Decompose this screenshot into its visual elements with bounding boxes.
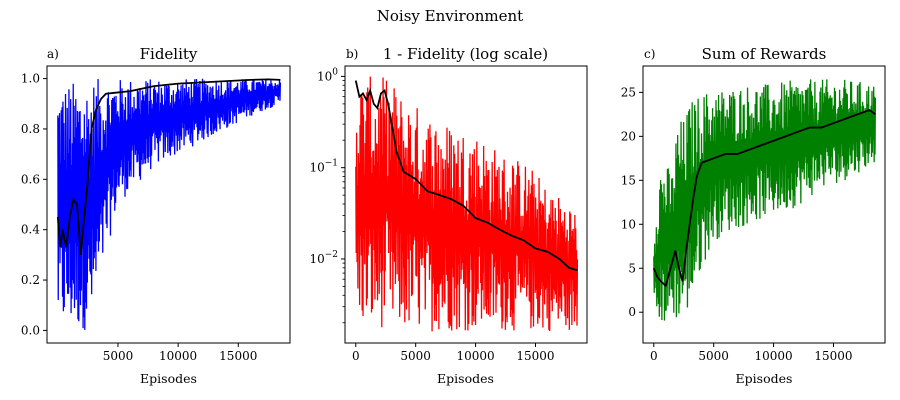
panel-title: Sum of Rewards — [702, 45, 827, 63]
panel-infidelity-log: b) 1 - Fidelity (log scale) Episodes 0 50… — [309, 45, 588, 386]
x-tick-label: 0 — [650, 349, 658, 363]
y-tick-label: 25 — [621, 85, 636, 99]
y-tick-label: 10−1 — [309, 159, 338, 175]
series-raw — [57, 78, 282, 330]
y-tick-label: 0.4 — [21, 223, 40, 237]
x-tick-label: 5000 — [698, 349, 729, 363]
series-raw — [355, 76, 579, 332]
y-tick-label: 0 — [628, 305, 636, 319]
y-tick-label: 10 — [621, 217, 636, 231]
axes-frame — [344, 65, 588, 344]
x-tick-label: 15000 — [814, 349, 852, 363]
y-tick-label: 100 — [317, 67, 338, 83]
panel-letter: a) — [47, 47, 59, 61]
y-tick-label: 15 — [621, 173, 636, 187]
x-tick-label: 5000 — [103, 349, 134, 363]
x-axis-label: Episodes — [140, 371, 197, 386]
x-tick-label: 10000 — [754, 349, 792, 363]
panel-letter: c) — [644, 47, 655, 61]
y-tick-label: 1.0 — [21, 72, 40, 86]
series-moving-average — [56, 78, 281, 255]
panel-sum-of-rewards: c) Sum of Rewards Episodes 0 5000 10000 150… — [621, 45, 886, 386]
figure-title: Noisy Environment — [377, 7, 523, 25]
panel-letter: b) — [346, 47, 358, 61]
x-tick-label: 15000 — [219, 349, 257, 363]
y-tick-label: 0.8 — [21, 122, 40, 136]
series-raw — [653, 79, 877, 321]
x-tick-label: 10000 — [159, 349, 197, 363]
x-tick-label: 15000 — [516, 349, 554, 363]
y-tick-label: 20 — [621, 129, 636, 143]
y-tick-label: 0.0 — [21, 323, 40, 337]
y-tick-label: 0.6 — [21, 172, 40, 186]
x-axis-label: Episodes — [437, 371, 494, 386]
x-tick-label: 10000 — [456, 349, 494, 363]
y-tick-label: 5 — [628, 261, 636, 275]
panel-fidelity: a) Fidelity Episodes 5000 10000 15000 0.0 0.… — [21, 45, 291, 386]
axes-frame — [642, 65, 886, 344]
y-tick-label: 0.2 — [21, 273, 40, 287]
x-axis-label: Episodes — [736, 371, 793, 386]
panel-title: Fidelity — [140, 45, 198, 63]
x-tick-label: 5000 — [400, 349, 431, 363]
axes-frame — [46, 65, 291, 344]
y-tick-label: 10−2 — [309, 250, 338, 266]
x-tick-label: 0 — [352, 349, 360, 363]
series-moving-average — [652, 108, 876, 288]
panel-title: 1 - Fidelity (log scale) — [383, 45, 548, 63]
series-moving-average — [354, 80, 578, 272]
